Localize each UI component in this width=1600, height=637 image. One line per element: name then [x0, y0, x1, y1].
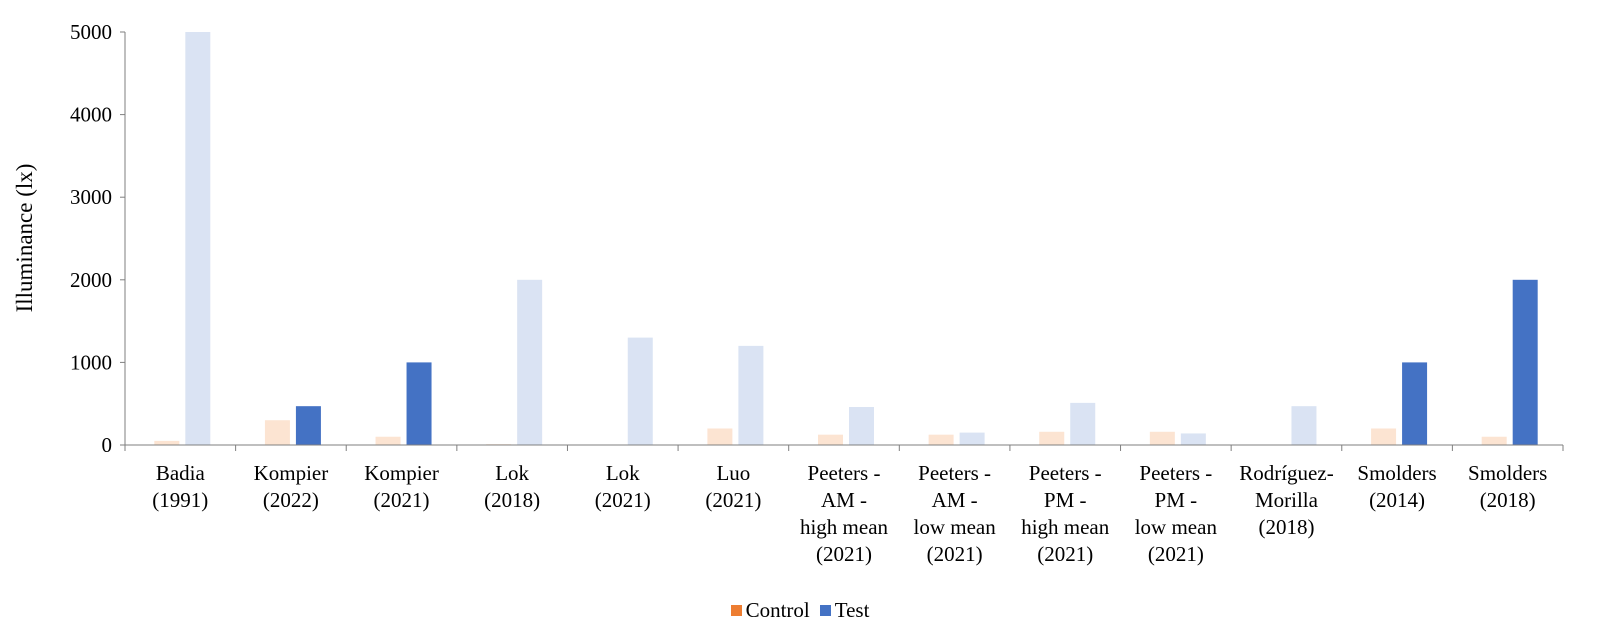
bar-control-11	[1371, 428, 1397, 445]
bar-control-1	[264, 420, 290, 445]
x-axis: Badia (1991) Kompier (2022) Kompier (2021) Lok…	[124, 444, 1564, 566]
y-tick-label-5000: 5000	[70, 20, 112, 44]
legend-item-control: Control	[730, 598, 810, 623]
y-tick-label-1000: 1000	[70, 350, 112, 374]
bar-test-12	[1512, 279, 1538, 445]
y-tick-label-2000: 2000	[70, 268, 112, 292]
bar-control-8	[1039, 431, 1065, 445]
bar-test-10	[1291, 406, 1317, 445]
bar-test-8	[1070, 402, 1096, 445]
x-tick-label-10: Rodríguez-Morilla (2018)	[1239, 461, 1333, 539]
x-tick-label-4: Lok (2021)	[595, 461, 651, 512]
bar-test-3	[517, 279, 543, 445]
y-tick-label-0: 0	[102, 433, 113, 457]
x-tick-label-9: Peeters -PM -low mean (2021)	[1135, 461, 1218, 566]
y-tick-label-4000: 4000	[70, 103, 112, 127]
bar-control-2	[375, 436, 401, 445]
bar-test-6	[849, 407, 874, 445]
legend-label-test: Test	[834, 598, 870, 622]
bar-chart: Illuminance (lx) 0 1000 2000 3000 4000 5000 B…	[12, 20, 1564, 566]
bar-control-6	[818, 434, 843, 445]
bar-test-4	[627, 337, 653, 445]
bar-test-2	[406, 362, 432, 445]
bar-test-0	[185, 32, 211, 445]
x-tick-label-3: Lok (2018)	[484, 461, 540, 512]
y-axis: 0 1000 2000 3000 4000 5000	[70, 20, 126, 457]
legend-label-control: Control	[745, 598, 810, 622]
x-tick-label-1: Kompier (2022)	[254, 461, 329, 512]
bars	[154, 32, 1538, 446]
legend-swatch-test	[819, 605, 831, 616]
bar-control-12	[1481, 436, 1507, 445]
bar-test-9	[1180, 433, 1206, 445]
y-tick-label-3000: 3000	[70, 185, 112, 209]
x-tick-label-7: Peeters -AM -low mean (2021)	[913, 461, 996, 566]
y-axis-title: Illuminance (lx)	[12, 164, 37, 313]
legend-swatch-control	[730, 605, 742, 616]
legend-item-test: Test	[819, 598, 870, 623]
x-tick-label-6: Peeters -AM -high mean (2021)	[800, 461, 889, 566]
bar-control-7	[928, 434, 954, 445]
x-tick-label-12: Smolders (2018)	[1468, 461, 1547, 512]
bar-test-7	[959, 432, 985, 445]
x-tick-label-11: Smolders (2014)	[1357, 461, 1436, 512]
bar-control-0	[154, 440, 180, 445]
bar-test-11	[1402, 362, 1428, 445]
bar-control-9	[1149, 431, 1175, 445]
x-tick-label-0: Badia (1991)	[152, 461, 208, 512]
x-tick-label-2: Kompier (2021)	[364, 461, 439, 512]
x-tick-label-8: Peeters -PM -high mean (2021)	[1021, 461, 1110, 566]
bar-test-5	[738, 345, 764, 445]
x-tick-label-5: Luo (2021)	[705, 461, 761, 512]
bar-control-5	[707, 428, 733, 445]
bar-test-1	[295, 406, 321, 445]
legend: Control Test	[0, 598, 1600, 623]
